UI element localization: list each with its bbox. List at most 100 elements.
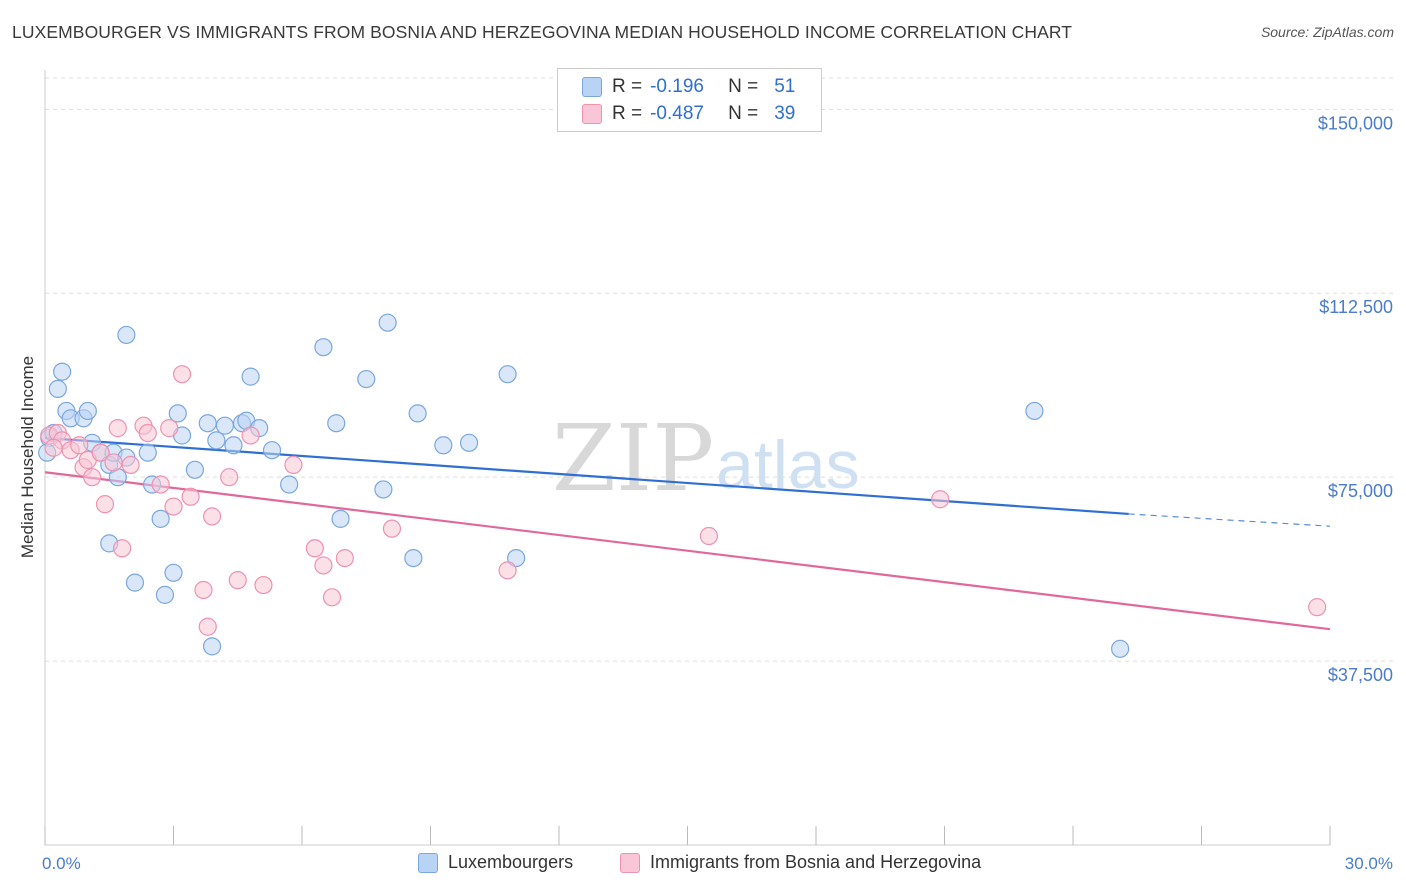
point-luxembourgers <box>207 431 226 450</box>
point-bosnia <box>314 556 333 575</box>
point-bosnia <box>220 468 239 487</box>
y-tick-label: $150,000 <box>1318 113 1393 133</box>
point-bosnia <box>284 455 303 475</box>
axes <box>44 70 1331 846</box>
point-bosnia <box>108 419 127 438</box>
point-luxembourgers <box>138 443 157 462</box>
point-bosnia <box>172 365 192 384</box>
n-value: 51 <box>774 76 796 97</box>
point-luxembourgers <box>1025 401 1044 421</box>
point-luxembourgers <box>202 637 222 656</box>
r-value: -0.487 <box>650 103 704 124</box>
legend-item-luxembourgers[interactable]: Luxembourgers <box>418 852 573 873</box>
point-bosnia <box>70 436 89 455</box>
point-bosnia <box>112 539 132 558</box>
point-luxembourgers <box>164 563 183 582</box>
point-luxembourgers <box>48 379 67 398</box>
point-luxembourgers <box>378 313 397 332</box>
point-luxembourgers <box>125 573 145 592</box>
point-bosnia <box>151 475 170 494</box>
r-value: -0.196 <box>650 76 704 97</box>
point-bosnia <box>181 487 200 506</box>
point-luxembourgers <box>498 365 517 384</box>
point-bosnia <box>194 580 213 600</box>
point-bosnia <box>498 561 517 580</box>
point-bosnia <box>1308 598 1327 617</box>
chart-title: LUXEMBOURGER VS IMMIGRANTS FROM BOSNIA A… <box>12 22 1073 42</box>
y-tick-label: $75,000 <box>1328 481 1393 501</box>
point-luxembourgers <box>262 441 282 460</box>
y-axis-label: Median Household Income <box>18 356 37 558</box>
point-luxembourgers <box>53 362 72 381</box>
point-bosnia <box>202 507 222 526</box>
point-luxembourgers <box>374 480 393 499</box>
point-luxembourgers <box>408 404 427 423</box>
point-luxembourgers <box>314 338 333 357</box>
point-bosnia <box>382 519 402 538</box>
point-bosnia <box>44 438 63 457</box>
pink-swatch-icon <box>620 852 640 873</box>
point-luxembourgers <box>168 404 187 423</box>
legend-item-bosnia[interactable]: Immigrants from Bosnia and Herzegovina <box>620 852 981 873</box>
point-bosnia <box>228 571 247 590</box>
chart-source: Source: ZipAtlas.com <box>1260 24 1394 40</box>
point-bosnia <box>305 539 324 558</box>
point-luxembourgers <box>507 548 526 568</box>
point-luxembourgers <box>198 414 217 433</box>
point-bosnia <box>241 426 260 445</box>
stats-row-luxembourgers: R = -0.196 N = 51 <box>582 74 795 100</box>
point-luxembourgers <box>215 416 234 435</box>
r-label: R = <box>612 76 643 97</box>
point-bosnia <box>83 468 102 487</box>
point-luxembourgers <box>155 585 175 604</box>
point-bosnia <box>322 588 342 607</box>
data-points <box>38 313 1327 658</box>
point-luxembourgers <box>151 509 170 528</box>
y-tick-label: $112,500 <box>1319 297 1393 317</box>
point-luxembourgers <box>241 367 260 386</box>
stats-row-bosnia: R = -0.487 N = 39 <box>582 101 795 127</box>
trend-line-luxembourgers-extension <box>1128 513 1331 527</box>
point-luxembourgers <box>331 509 350 528</box>
point-luxembourgers <box>327 414 346 433</box>
n-value: 39 <box>774 103 796 124</box>
blue-swatch-icon <box>418 852 438 873</box>
watermark-atlas-text: atlas <box>716 427 860 503</box>
point-luxembourgers <box>459 433 479 452</box>
point-luxembourgers <box>404 548 423 568</box>
legend-label: Luxembourgers <box>448 852 574 872</box>
watermark-zip-text: ZIP <box>552 405 714 512</box>
y-tick-label: $37,500 <box>1328 665 1393 685</box>
point-bosnia <box>91 443 110 462</box>
point-bosnia <box>335 548 354 568</box>
blue-swatch-icon <box>582 77 602 97</box>
point-bosnia <box>104 453 123 472</box>
point-bosnia <box>95 495 115 514</box>
point-bosnia <box>931 490 950 509</box>
point-bosnia <box>138 423 157 443</box>
point-luxembourgers <box>224 436 243 455</box>
point-bosnia <box>254 575 273 595</box>
point-luxembourgers <box>185 460 205 479</box>
r-label: R = <box>612 103 643 124</box>
point-bosnia <box>121 455 140 475</box>
point-luxembourgers <box>280 475 299 494</box>
y-tick-labels: $37,500 $75,000 $112,500 $150,000 <box>1318 113 1393 685</box>
x-tick-label-max: 30.0% <box>1345 854 1393 873</box>
stats-box: R = -0.196 N = 51 R = -0.487 N = 39 <box>557 68 822 132</box>
n-label: N = <box>728 103 759 124</box>
point-luxembourgers <box>434 436 453 455</box>
point-luxembourgers <box>78 401 97 421</box>
point-luxembourgers <box>117 325 136 345</box>
n-label: N = <box>728 76 759 97</box>
point-bosnia <box>699 526 719 546</box>
point-bosnia <box>164 497 183 516</box>
legend-label: Immigrants from Bosnia and Herzegovina <box>650 852 982 872</box>
pink-swatch-icon <box>582 104 602 124</box>
watermark: ZIP atlas <box>552 405 860 512</box>
x-tick-label-min: 0.0% <box>42 854 81 873</box>
point-bosnia <box>198 617 217 636</box>
point-luxembourgers <box>1111 639 1130 658</box>
point-bosnia <box>160 419 179 438</box>
